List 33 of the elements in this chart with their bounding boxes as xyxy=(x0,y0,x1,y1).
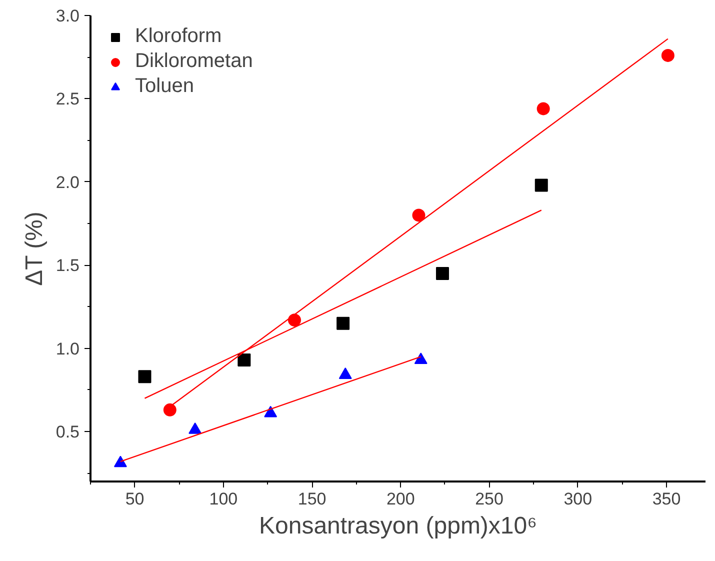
x-tick-label: 200 xyxy=(386,490,415,508)
y-tick-label: 1.5 xyxy=(56,256,80,276)
point xyxy=(412,208,426,222)
point xyxy=(436,266,449,280)
x-axis-title: Konsantrasyon (ppm)x10⁶ xyxy=(258,512,538,540)
x-tick-label: 100 xyxy=(209,490,238,508)
point xyxy=(534,178,548,192)
x-tick-label: 150 xyxy=(298,490,326,508)
x-tick-label: 350 xyxy=(652,490,681,508)
legend-label: Diklorometan xyxy=(135,50,253,73)
point xyxy=(536,102,550,116)
point xyxy=(264,406,278,418)
point xyxy=(338,368,352,379)
point xyxy=(661,48,674,62)
point xyxy=(138,370,152,384)
x-tick-label: 250 xyxy=(475,490,504,508)
x-tick-label: 50 xyxy=(125,490,144,508)
y-axis-title: ΔT (%) xyxy=(20,212,48,286)
point xyxy=(114,456,127,468)
y-tick-label: 2.5 xyxy=(56,90,80,109)
y-tick-label: 1.0 xyxy=(56,339,80,358)
x-tick-label: 300 xyxy=(564,490,592,508)
point xyxy=(336,316,350,330)
legend-label: Kloroform xyxy=(135,25,222,48)
point xyxy=(188,422,202,434)
point xyxy=(238,354,251,367)
point xyxy=(414,352,428,364)
y-tick-label: 0.5 xyxy=(56,422,80,442)
y-tick-label: 3.0 xyxy=(56,6,80,26)
point xyxy=(288,314,301,327)
y-tick-label: 2.0 xyxy=(56,172,80,192)
point xyxy=(163,403,176,416)
legend-label: Toluen xyxy=(135,75,194,98)
